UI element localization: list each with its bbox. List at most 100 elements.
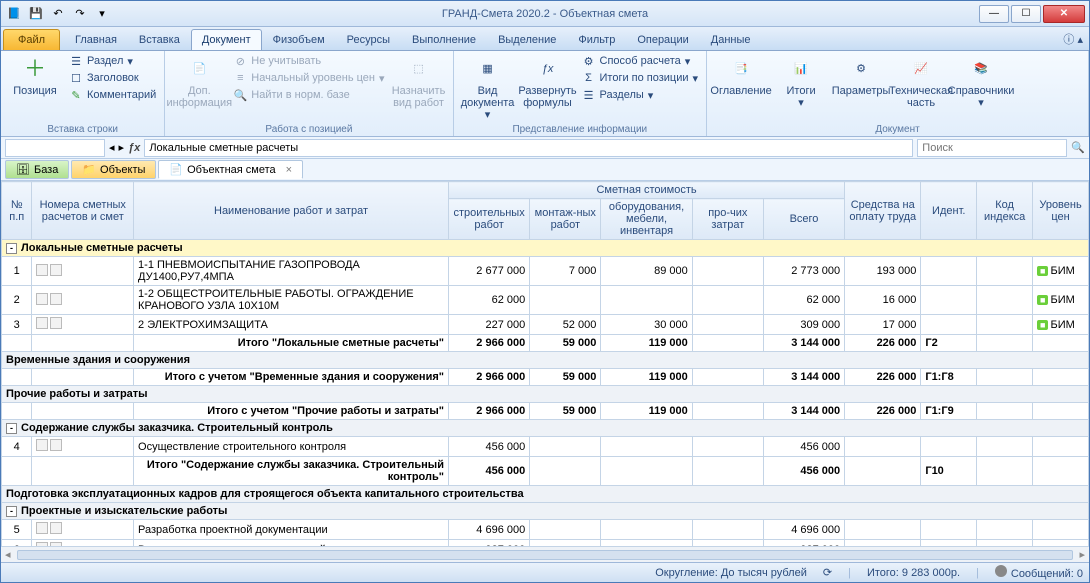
table-row[interactable]: Итого "Содержание службы заказчика. Стро… [2,457,1089,486]
col-c2[interactable]: монтаж-ных работ [530,199,601,240]
folder-icon: 📁 [82,163,96,176]
ribbon: ＋ Позиция ☰Раздел ▾ ☐Заголовок ✎Коммента… [1,51,1089,137]
col-c3[interactable]: оборудования, мебели, инвентаря [601,199,692,240]
col-name[interactable]: Наименование работ и затрат [134,182,449,240]
level-icon: ≡ [233,71,247,85]
ribbon-tab[interactable]: Главная [64,29,128,50]
ignore-button[interactable]: ⊘Не учитывать [231,53,386,69]
ribbon-tab[interactable]: Данные [700,29,762,50]
comment-button[interactable]: ✎Комментарий [67,87,158,103]
ribbon-tab[interactable]: Фильтр [567,29,626,50]
ribbon-group-insert: ＋ Позиция ☰Раздел ▾ ☐Заголовок ✎Коммента… [1,51,165,136]
col-code[interactable]: Код индекса [977,182,1033,240]
ribbon-tab[interactable]: Вставка [128,29,191,50]
table-row[interactable]: Временные здания и сооружения [2,352,1089,369]
table-row[interactable]: Итого "Локальные сметные расчеты"2 966 0… [2,335,1089,352]
ribbon-tab[interactable]: Операции [626,29,699,50]
search-input[interactable] [917,139,1067,157]
refs-button[interactable]: 📚Справочники ▾ [953,53,1009,111]
sections-button[interactable]: ☰Разделы ▾ [580,87,701,103]
cell-reference-input[interactable] [5,139,105,157]
qat-dropdown-icon[interactable]: ▾ [93,5,111,23]
titlebar: 📘 💾 ↶ ↷ ▾ ГРАНД-Смета 2020.2 - Объектная… [1,1,1089,27]
fx-nav-right-icon[interactable]: ▸ [119,141,125,154]
expand-button[interactable]: ƒx Развернуть формулы [520,53,576,111]
fx-icon: ƒx [534,55,562,83]
table-row[interactable]: Итого с учетом "Прочие работы и затраты"… [2,403,1089,420]
table-row[interactable]: -Проектные и изыскательские работы [2,503,1089,520]
plus-icon: ＋ [21,55,49,83]
col-cost-group[interactable]: Сметная стоимость [448,182,844,199]
qat-redo-icon[interactable]: ↷ [71,5,89,23]
info-icon: 📄 [185,55,213,83]
close-tab-icon[interactable]: × [286,164,292,176]
formula-input[interactable] [144,139,913,157]
doc-icon: 📄 [169,163,183,176]
table-row[interactable]: 4Осуществление строительного контроля456… [2,437,1089,457]
itogi-button[interactable]: 📊Итоги ▾ [773,53,829,111]
table-row[interactable]: -Содержание службы заказчика. Строительн… [2,420,1089,437]
findnorm-button[interactable]: 🔍Найти в норм. базе [231,87,386,103]
table-row[interactable]: 5Разработка проектной документации4 696 … [2,520,1089,540]
table-row[interactable]: Подготовка эксплуатационных кадров для с… [2,486,1089,503]
col-no[interactable]: № п.п [2,182,32,240]
ribbon-tab[interactable]: Выделение [487,29,567,50]
toc-button[interactable]: 📑Оглавление [713,53,769,99]
table-row[interactable]: Прочие работы и затраты [2,386,1089,403]
table-row[interactable]: -Локальные сметные расчеты [2,240,1089,257]
minimize-button[interactable]: — [979,5,1009,23]
col-c1[interactable]: строительных работ [448,199,529,240]
initlvl-button[interactable]: ≡Начальный уровень цен ▾ [231,70,386,86]
position-button[interactable]: ＋ Позиция [7,53,63,99]
table-row[interactable]: Итого с учетом "Временные здания и соору… [2,369,1089,386]
search-go-icon[interactable]: 🔍 [1071,141,1085,154]
scroll-left-icon[interactable]: ◂ [5,548,11,561]
col-nums[interactable]: Номера сметных расчетов и смет [32,182,134,240]
book-icon: 📚 [967,55,995,83]
ribbon-tab[interactable]: Физобъем [262,29,336,50]
techpart-button[interactable]: 📈Техническая часть [893,53,949,111]
nav-tab-objects[interactable]: 📁Объекты [71,160,156,179]
expander-icon[interactable]: - [6,506,17,517]
ribbon-tab[interactable]: Документ [191,29,262,50]
fx-nav-left-icon[interactable]: ◂ [109,141,115,154]
comment-icon: ✎ [69,88,83,102]
scroll-right-icon[interactable]: ▸ [1079,548,1085,561]
status-refresh-icon[interactable]: ⟳ [823,566,832,579]
grid-scroll[interactable]: № п.п Номера сметных расчетов и смет Наи… [1,181,1089,546]
expander-icon[interactable]: - [6,243,17,254]
params-button[interactable]: ⚙Параметры [833,53,889,99]
horizontal-scrollbar[interactable]: ◂ ▸ [1,546,1089,562]
nav-tab-base[interactable]: 🗄База [5,160,69,179]
table-row[interactable]: 32 ЭЛЕКТРОХИМЗАЩИТА227 00052 00030 00030… [2,315,1089,335]
gear-icon: ⚙ [847,55,875,83]
ribbon-tab[interactable]: Выполнение [401,29,487,50]
expander-icon[interactable]: - [6,423,17,434]
assign-button[interactable]: ⬚ Назначить вид работ [391,53,447,111]
close-button[interactable]: ✕ [1043,5,1085,23]
file-tab[interactable]: Файл [3,29,60,50]
header-button[interactable]: ☐Заголовок [67,70,158,86]
col-labor[interactable]: Средства на оплату труда [845,182,921,240]
scroll-thumb[interactable] [17,550,1074,560]
col-c4[interactable]: про-чих затрат [692,199,763,240]
messages-icon[interactable] [995,565,1007,577]
calcmode-button[interactable]: ⚙Способ расчета ▾ [580,53,701,69]
itogipos-button[interactable]: ΣИтоги по позиции ▾ [580,70,701,86]
table-row[interactable]: 21-2 ОБЩЕСТРОИТЕЛЬНЫЕ РАБОТЫ. ОГРАЖДЕНИЕ… [2,286,1089,315]
help-icon[interactable]: ⓘ ▴ [1063,31,1083,47]
qat-undo-icon[interactable]: ↶ [49,5,67,23]
doc-icon [36,317,48,329]
col-lvl[interactable]: Уровень цен [1033,182,1089,240]
viewdoc-button[interactable]: ▦ Вид документа ▾ [460,53,516,123]
addinfo-button[interactable]: 📄 Доп. информация [171,53,227,111]
maximize-button[interactable]: ☐ [1011,5,1041,23]
qat-save-icon[interactable]: 💾 [27,5,45,23]
col-ident[interactable]: Идент. [921,182,977,240]
print-icon [50,264,62,276]
col-c5[interactable]: Всего [763,199,844,240]
table-row[interactable]: 11-1 ПНЕВМОИСПЫТАНИЕ ГАЗОПРОВОДА ДУ1400,… [2,257,1089,286]
nav-tab-doc[interactable]: 📄Объектная смета× [158,160,303,179]
section-button[interactable]: ☰Раздел ▾ [67,53,158,69]
ribbon-tab[interactable]: Ресурсы [336,29,401,50]
